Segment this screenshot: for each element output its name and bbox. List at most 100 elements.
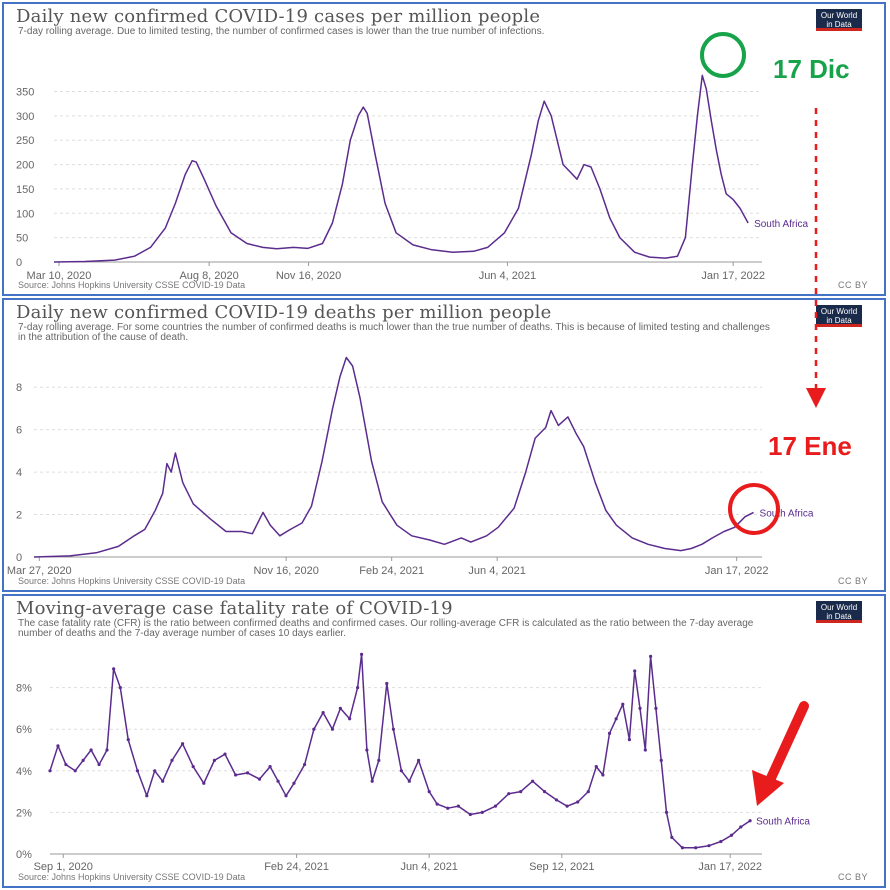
data-point: [202, 781, 206, 785]
data-point: [407, 779, 411, 783]
data-point: [480, 810, 484, 814]
data-point: [370, 779, 374, 783]
x-tick-label: Sep 1, 2020: [34, 861, 93, 873]
data-point: [81, 758, 85, 762]
x-tick-label: Jun 4, 2021: [400, 861, 458, 873]
y-tick-label: 8: [16, 382, 22, 394]
data-point: [292, 781, 296, 785]
y-tick-label: 2: [16, 510, 22, 522]
data-point: [621, 702, 625, 706]
deaths-chart: 0 2 4 6 8 Mar 27, 2020 Nov 16, 2020 Feb 24, 202…: [7, 356, 814, 577]
x-tick-label: Mar 10, 2020: [27, 270, 92, 282]
data-point: [312, 727, 316, 731]
license-label[interactable]: CC BY: [837, 576, 868, 586]
series-line: [49, 653, 751, 849]
data-point: [519, 790, 523, 794]
y-tick-label: 0: [16, 552, 22, 564]
data-point: [664, 810, 669, 814]
data-point: [126, 738, 130, 742]
data-point: [416, 758, 421, 762]
data-point: [348, 717, 352, 721]
cases-chart-panel: 0 50 100 150 200 250 300 350 Mar 10, 2020 Aug 8, …: [2, 2, 886, 296]
cases-chart-subtitle: 7-day rolling average. Due to limited te…: [18, 26, 545, 37]
y-tick-label: 350: [16, 86, 34, 98]
y-tick-label: 200: [16, 160, 34, 172]
data-point: [607, 731, 612, 735]
x-tick-label: Nov 16, 2020: [276, 270, 341, 282]
cases-chart: 0 50 100 150 200 250 300 350 Mar 10, 2020 Aug 8, …: [16, 74, 808, 282]
data-point: [654, 706, 658, 710]
series-end-label: South Africa: [760, 508, 814, 519]
data-point: [377, 758, 381, 762]
data-point: [145, 794, 149, 798]
data-point: [638, 706, 642, 710]
data-point: [161, 779, 165, 783]
y-tick-label: 300: [16, 111, 34, 123]
data-point: [586, 790, 590, 794]
data-point: [284, 794, 288, 798]
data-point: [643, 748, 647, 752]
data-point: [542, 790, 547, 794]
data-point: [135, 769, 140, 773]
y-tick-label: 4: [16, 467, 22, 479]
owid-logo-line1: Our World: [820, 603, 858, 612]
data-point: [507, 792, 511, 796]
data-point: [659, 758, 663, 762]
data-point: [356, 686, 360, 690]
data-point: [365, 748, 369, 752]
cfr-chart: 0% 2% 4% 6% 8% Sep 1, 2020 Feb 24, 2021 Jun 4, …: [16, 652, 810, 873]
data-point: [594, 765, 598, 769]
data-point: [493, 804, 498, 808]
owid-logo[interactable]: Our World in Data: [816, 9, 862, 31]
data-point: [670, 835, 674, 839]
data-point: [118, 686, 122, 690]
owid-logo[interactable]: Our World in Data: [816, 305, 862, 327]
data-point: [627, 738, 632, 742]
data-point: [180, 742, 185, 746]
license-label[interactable]: CC BY: [837, 872, 868, 882]
x-tick-label: Jun 4, 2021: [479, 270, 537, 282]
data-point: [257, 777, 262, 781]
data-point: [56, 744, 60, 748]
data-point: [191, 765, 195, 769]
x-tick-label: Feb 24, 2021: [264, 861, 329, 873]
owid-logo-line2: in Data: [826, 316, 852, 325]
y-tick-label: 6: [16, 425, 22, 437]
x-tick-label: Mar 27, 2020: [7, 565, 72, 577]
data-point: [719, 839, 723, 844]
y-tick-label: 8%: [16, 683, 32, 695]
data-point: [97, 762, 101, 767]
data-point: [456, 804, 460, 808]
data-point: [338, 706, 342, 710]
data-point: [565, 804, 569, 808]
source-note: Source: Johns Hopkins University CSSE CO…: [18, 576, 246, 586]
data-point: [212, 758, 217, 762]
data-point: [468, 812, 472, 817]
cfr-chart-panel: 0% 2% 4% 6% 8% Sep 1, 2020 Feb 24, 2021 Jun 4, …: [2, 594, 886, 888]
data-point: [680, 846, 685, 850]
x-tick-label: Jan 17, 2022: [705, 565, 769, 577]
data-point: [391, 727, 396, 731]
data-point: [223, 752, 227, 756]
data-point: [276, 779, 280, 783]
deaths-chart-subtitle: 7-day rolling average. For some countrie…: [18, 322, 770, 343]
y-tick-label: 2%: [16, 807, 32, 819]
owid-logo[interactable]: Our World in Data: [816, 601, 862, 623]
owid-logo-line2: in Data: [826, 612, 852, 621]
data-point: [399, 769, 403, 773]
y-tick-label: 0%: [16, 849, 32, 861]
cases-chart-title: Daily new confirmed COVID-19 cases per m…: [16, 6, 541, 27]
data-point: [748, 819, 752, 823]
x-tick-label: Aug 8, 2020: [179, 270, 238, 282]
data-point: [321, 710, 325, 715]
data-point: [427, 790, 431, 794]
license-label[interactable]: CC BY: [837, 280, 868, 290]
data-point: [170, 758, 174, 762]
x-tick-label: Nov 16, 2020: [253, 565, 318, 577]
data-point: [48, 769, 52, 773]
data-point: [739, 825, 743, 829]
data-point: [385, 681, 389, 686]
y-tick-label: 50: [16, 233, 28, 245]
cfr-chart-subtitle: The case fatality rate (CFR) is the rati…: [18, 618, 754, 639]
data-point: [601, 773, 605, 777]
